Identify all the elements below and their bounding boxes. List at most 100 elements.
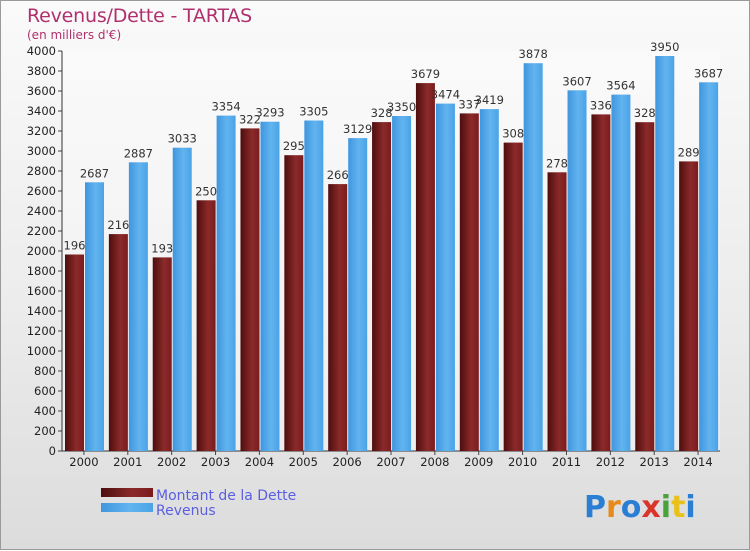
data-label-dette-2000: 196 — [64, 239, 86, 253]
logo-letter: r — [606, 490, 621, 525]
data-label-revenus-2013: 3950 — [650, 40, 679, 54]
logo-letter: x — [641, 490, 660, 525]
data-label-dette-2010: 308 — [502, 127, 524, 141]
y-tick-label: 2600 — [27, 184, 56, 198]
y-tick-label: 3400 — [27, 104, 56, 118]
y-tick-label: 4000 — [27, 44, 56, 58]
logo-letter: i — [685, 490, 695, 525]
data-label-revenus-2000: 2687 — [80, 166, 109, 180]
bar-dette-2002 — [152, 257, 172, 451]
data-label-revenus-2002: 3033 — [168, 132, 197, 146]
legend-label-revenus: Revenus — [156, 503, 216, 519]
x-tick-label-2003: 2003 — [201, 455, 230, 469]
x-tick-label-2002: 2002 — [157, 455, 186, 469]
y-tick-label: 600 — [34, 384, 56, 398]
data-label-dette-2004: 322 — [239, 112, 261, 126]
data-label-revenus-2011: 3607 — [562, 74, 591, 88]
legend-swatch-dette — [101, 488, 153, 497]
y-tick-label: 2800 — [27, 164, 56, 178]
x-tick-label-2014: 2014 — [683, 455, 712, 469]
x-tick-label-2009: 2009 — [464, 455, 493, 469]
x-tick-label-2008: 2008 — [420, 455, 449, 469]
bar-dette-2004 — [240, 128, 260, 451]
data-label-dette-2008: 3679 — [411, 67, 440, 81]
logo-letter: i — [661, 490, 671, 525]
x-tick-label-2011: 2011 — [552, 455, 581, 469]
y-tick-label: 200 — [34, 424, 56, 438]
bar-revenus-2002 — [172, 147, 192, 451]
bar-revenus-2007 — [392, 116, 412, 451]
data-label-dette-2013: 328 — [634, 106, 656, 120]
bar-dette-2003 — [196, 200, 216, 451]
data-label-revenus-2012: 3564 — [606, 79, 635, 93]
data-label-revenus-2014: 3687 — [694, 66, 723, 80]
data-label-revenus-2004: 3293 — [255, 106, 284, 120]
bar-dette-2005 — [284, 155, 304, 451]
y-tick-label: 400 — [34, 404, 56, 418]
bar-dette-2012 — [591, 114, 611, 452]
y-tick-label: 1400 — [27, 304, 56, 318]
bar-revenus-2009 — [479, 109, 499, 451]
y-tick-label: 3600 — [27, 84, 56, 98]
x-tick-label-2004: 2004 — [245, 455, 274, 469]
logo-letter: o — [621, 490, 642, 525]
x-tick-label-2012: 2012 — [596, 455, 625, 469]
data-label-dette-2005: 295 — [283, 139, 305, 153]
x-tick-label-2013: 2013 — [640, 455, 669, 469]
logo-letter: t — [671, 490, 685, 525]
data-label-revenus-2006: 3129 — [343, 122, 372, 136]
bar-dette-2000 — [65, 254, 84, 451]
bar-dette-2008 — [415, 83, 435, 451]
data-label-revenus-2008: 3474 — [431, 88, 460, 102]
x-tick-label-2001: 2001 — [113, 455, 142, 469]
data-label-revenus-2007: 3350 — [387, 100, 416, 114]
data-label-dette-2014: 289 — [678, 145, 700, 159]
y-tick-label: 3800 — [27, 64, 56, 78]
logo-letter: P — [584, 490, 606, 525]
y-tick-label: 1200 — [27, 324, 56, 338]
bar-revenus-2000 — [85, 182, 104, 452]
bar-revenus-2001 — [128, 162, 148, 452]
y-tick-label: 1000 — [27, 344, 56, 358]
data-label-revenus-2005: 3305 — [299, 105, 328, 119]
bar-dette-2011 — [547, 172, 567, 452]
x-tick-label-2005: 2005 — [289, 455, 318, 469]
x-tick-label-2010: 2010 — [508, 455, 537, 469]
bar-revenus-2006 — [348, 138, 368, 451]
y-tick-label: 1600 — [27, 284, 56, 298]
bar-dette-2006 — [328, 184, 348, 451]
bar-revenus-2004 — [260, 121, 280, 451]
proxiti-logo: Proxiti — [584, 490, 696, 525]
bar-dette-2009 — [459, 113, 479, 452]
y-tick-label: 800 — [34, 364, 56, 378]
bar-dette-2014 — [679, 161, 699, 451]
data-label-dette-2006: 266 — [327, 168, 349, 182]
bar-dette-2013 — [635, 122, 655, 451]
y-tick-label: 2400 — [27, 204, 56, 218]
chart-subtitle: (en milliers d'€) — [27, 28, 122, 42]
y-tick-label: 2200 — [27, 224, 56, 238]
bar-dette-2007 — [372, 122, 392, 451]
y-tick-label: 0 — [49, 444, 56, 458]
data-label-dette-2002: 193 — [151, 241, 173, 255]
data-label-revenus-2010: 3878 — [519, 47, 548, 61]
bar-revenus-2012 — [611, 94, 631, 451]
data-label-dette-2012: 336 — [590, 98, 612, 112]
bar-revenus-2008 — [435, 103, 455, 451]
bar-revenus-2003 — [216, 115, 236, 451]
bar-revenus-2005 — [304, 120, 324, 451]
data-label-revenus-2009: 3419 — [475, 93, 504, 107]
bar-dette-2010 — [503, 142, 523, 451]
legend-label-dette: Montant de la Dette — [156, 488, 296, 504]
data-label-revenus-2001: 2887 — [124, 146, 153, 160]
chart-title: Revenus/Dette - TARTAS — [27, 5, 252, 27]
y-tick-label: 1800 — [27, 264, 56, 278]
y-tick-label: 3000 — [27, 144, 56, 158]
x-tick-label-2000: 2000 — [69, 455, 98, 469]
data-label-dette-2001: 216 — [107, 218, 129, 232]
y-tick-label: 3200 — [27, 124, 56, 138]
data-label-dette-2007: 328 — [371, 106, 393, 120]
bar-revenus-2010 — [523, 63, 543, 451]
